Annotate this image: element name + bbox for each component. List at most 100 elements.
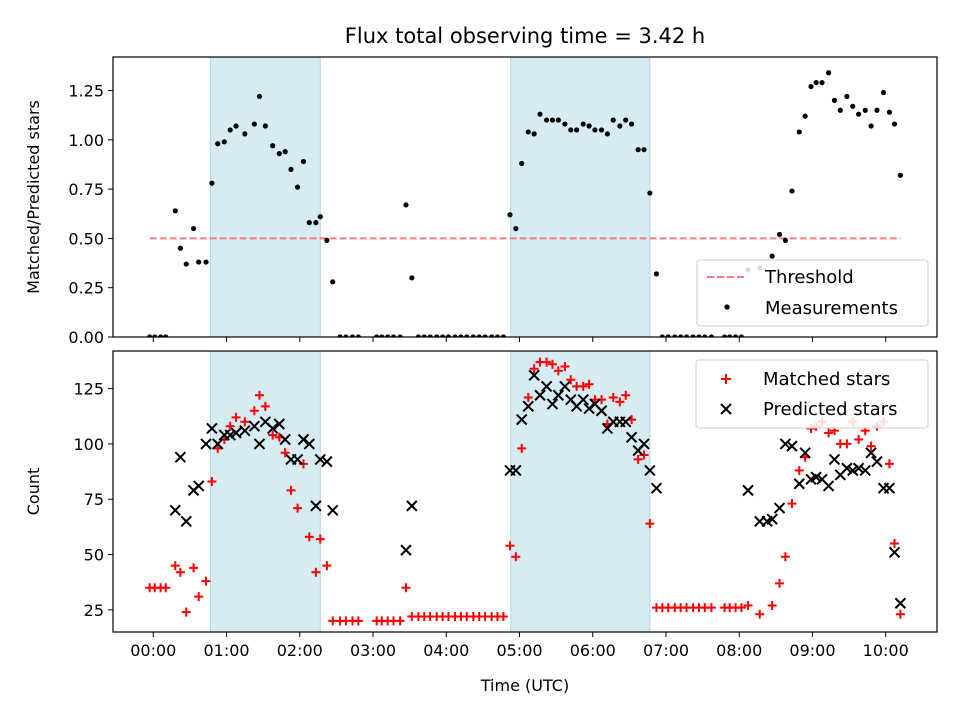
measurement-point <box>294 184 301 190</box>
measurement-point <box>598 127 605 133</box>
matched-star-point <box>286 485 296 495</box>
predicted-star-point <box>779 438 792 450</box>
predicted-star-point <box>200 438 212 450</box>
measurement-point <box>789 188 795 194</box>
measurement-point <box>586 123 592 129</box>
top-shaded-interval-0 <box>209 57 321 337</box>
matched-star-point <box>884 459 894 469</box>
predicted-star-point <box>239 424 251 437</box>
measurement-point <box>324 237 330 243</box>
predicted-star-point <box>297 433 310 446</box>
chart-title: Flux total observing time = 3.42 h <box>345 24 705 48</box>
predicted-star-point <box>248 420 261 432</box>
measurement-point <box>330 279 336 285</box>
measurement-point <box>403 202 409 208</box>
measurement-point <box>390 334 397 337</box>
measurement-point <box>727 334 733 337</box>
predicted-star-point <box>510 464 522 477</box>
measurement-point <box>604 131 611 137</box>
legend-matched-swatch <box>721 374 731 384</box>
legend-predicted-swatch <box>720 403 732 415</box>
top-plot-area <box>147 57 903 337</box>
bottom-shaded-interval-0 <box>209 351 321 632</box>
bottom-ylabel: Count <box>24 468 43 516</box>
measurement-point <box>665 334 671 337</box>
matched-star-point <box>254 390 264 400</box>
predicted-star-point <box>528 369 540 382</box>
measurement-point <box>163 334 169 337</box>
measurement-point <box>738 334 745 337</box>
measurement-point <box>452 334 458 337</box>
measurement-point <box>628 121 635 127</box>
matched-star-point <box>293 503 303 513</box>
predicted-star-point <box>859 464 871 477</box>
predicted-star-point <box>253 438 266 450</box>
measurement-point <box>374 334 380 337</box>
matched-star-point <box>743 600 753 610</box>
legend-threshold-label: Threshold <box>764 267 854 288</box>
xtick-label: 02:00 <box>277 641 323 660</box>
measurement-point <box>782 237 788 243</box>
measurement-point <box>555 117 561 123</box>
matched-star-point <box>260 401 270 411</box>
matched-star-point <box>842 439 852 449</box>
matched-star-point <box>240 417 250 427</box>
xtick-label: 09:00 <box>789 641 835 660</box>
matched-star-point <box>890 538 900 548</box>
legend-measurement-label: Measurements <box>765 298 898 319</box>
predicted-star-point <box>577 393 589 406</box>
measurement-point <box>415 334 422 337</box>
bottom-ytick-label: 50 <box>84 546 104 565</box>
matched-star-point <box>794 465 804 475</box>
matched-star-point <box>170 561 180 571</box>
predicted-star-point <box>766 513 778 525</box>
matched-star-point <box>189 563 199 573</box>
predicted-star-point <box>169 504 181 517</box>
predicted-star-point <box>406 500 418 512</box>
measurement-point <box>343 334 349 337</box>
measurement-point <box>537 111 543 117</box>
matched-star-point <box>621 390 631 400</box>
measurement-point <box>856 111 862 117</box>
measurement-point <box>470 334 476 337</box>
measurement-point <box>288 166 294 172</box>
predicted-star-point <box>799 447 811 459</box>
predicted-star-point <box>400 544 412 556</box>
measurement-point <box>379 334 385 337</box>
matched-star-point <box>854 435 864 445</box>
matched-star-point <box>578 381 588 391</box>
measurement-point <box>445 334 452 337</box>
predicted-star-point <box>230 427 242 439</box>
measurement-point <box>672 334 678 337</box>
measurement-point <box>831 97 838 103</box>
matched-star-point <box>311 567 321 577</box>
matched-star-point <box>775 578 785 588</box>
predicted-star-point <box>515 413 528 426</box>
measurement-point <box>702 334 708 337</box>
measurement-point <box>891 121 898 127</box>
measurement-point <box>862 107 868 113</box>
predicted-star-point <box>180 515 192 528</box>
measurement-point <box>251 121 257 127</box>
measurement-point <box>409 275 415 281</box>
predicted-star-point <box>310 500 322 512</box>
measurement-point <box>519 160 525 167</box>
measurement-point <box>270 143 276 149</box>
predicted-star-point <box>852 462 865 474</box>
measurement-point <box>489 334 495 337</box>
matched-star-point <box>895 609 905 619</box>
bottom-chart-counts: 25 50 75 100 125 00:00 01:00 02:00 03:00 04:00 05:… <box>24 350 938 695</box>
measurement-point <box>592 127 598 133</box>
measurement-point <box>683 334 690 337</box>
measurement-point <box>355 334 361 337</box>
measurement-point <box>617 123 623 129</box>
matched-star-point <box>511 552 521 562</box>
matched-star-point <box>201 576 211 586</box>
measurement-point <box>440 334 446 337</box>
xtick-label: 10:00 <box>863 641 909 660</box>
predicted-star-point <box>786 440 798 452</box>
matched-star-point <box>645 519 655 529</box>
matched-star-point <box>608 392 618 402</box>
matched-star-point <box>249 406 259 416</box>
